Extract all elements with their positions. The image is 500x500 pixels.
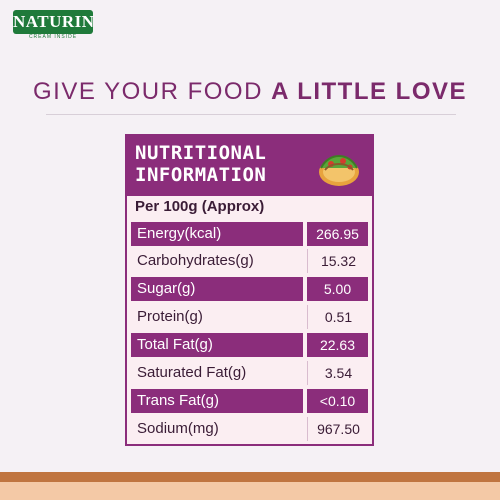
nutrient-value: 0.51 bbox=[307, 305, 369, 329]
nutrient-value: <0.10 bbox=[307, 389, 368, 413]
nutrient-value: 266.95 bbox=[307, 222, 368, 246]
nutrition-panel: NUTRITIONAL INFORMATION Per 100g (Approx… bbox=[125, 134, 374, 446]
nutrient-name: Energy(kcal) bbox=[131, 222, 303, 246]
nutrient-name: Total Fat(g) bbox=[131, 333, 303, 357]
nutrition-panel-title: NUTRITIONAL INFORMATION bbox=[135, 142, 266, 186]
nutrient-value: 967.50 bbox=[307, 417, 369, 441]
nutrition-row: Energy(kcal) 266.95 bbox=[131, 222, 368, 246]
nutrition-row: Protein(g) 0.51 bbox=[131, 305, 368, 329]
nutrition-title-line1: NUTRITIONAL bbox=[135, 142, 267, 164]
nutrition-row: Saturated Fat(g) 3.54 bbox=[131, 361, 368, 385]
headline: GIVE YOUR FOOD A LITTLE LOVE bbox=[0, 78, 500, 106]
nutrient-name: Sodium(mg) bbox=[137, 420, 219, 437]
nutrition-row: Carbohydrates(g) 15.32 bbox=[131, 249, 368, 273]
nutrient-name: Carbohydrates(g) bbox=[137, 252, 254, 269]
headline-divider bbox=[46, 114, 456, 115]
headline-part1: GIVE YOUR FOOD bbox=[32, 78, 272, 105]
taco-icon bbox=[319, 155, 359, 186]
nutrient-value: 5.00 bbox=[307, 277, 368, 301]
brand-name: NATURIN bbox=[13, 10, 94, 34]
nutrient-value: 22.63 bbox=[307, 333, 368, 357]
nutrient-name: Protein(g) bbox=[137, 308, 203, 325]
headline-part2: A LITTLE LOVE bbox=[271, 78, 468, 105]
nutrition-row: Sugar(g) 5.00 bbox=[131, 277, 368, 301]
brand-tagline: CREAM INSIDE bbox=[28, 34, 78, 40]
bottom-stripe-dark bbox=[0, 472, 500, 482]
nutrition-row: Trans Fat(g) <0.10 bbox=[131, 389, 368, 413]
nutrition-row: Total Fat(g) 22.63 bbox=[131, 333, 368, 357]
nutrition-panel-header: NUTRITIONAL INFORMATION bbox=[127, 136, 372, 196]
nutrition-row: Sodium(mg) 967.50 bbox=[131, 417, 368, 441]
serving-size-label: Per 100g (Approx) bbox=[135, 198, 265, 215]
nutrient-value: 15.32 bbox=[307, 249, 369, 273]
bottom-stripe-light bbox=[0, 482, 500, 500]
nutrient-name: Sugar(g) bbox=[131, 277, 303, 301]
brand-logo: NATURIN CREAM INSIDE bbox=[13, 10, 94, 42]
nutrient-name: Trans Fat(g) bbox=[131, 389, 303, 413]
nutrient-name: Saturated Fat(g) bbox=[137, 364, 247, 381]
nutrient-value: 3.54 bbox=[307, 361, 369, 385]
nutrition-title-line2: INFORMATION bbox=[135, 164, 267, 186]
